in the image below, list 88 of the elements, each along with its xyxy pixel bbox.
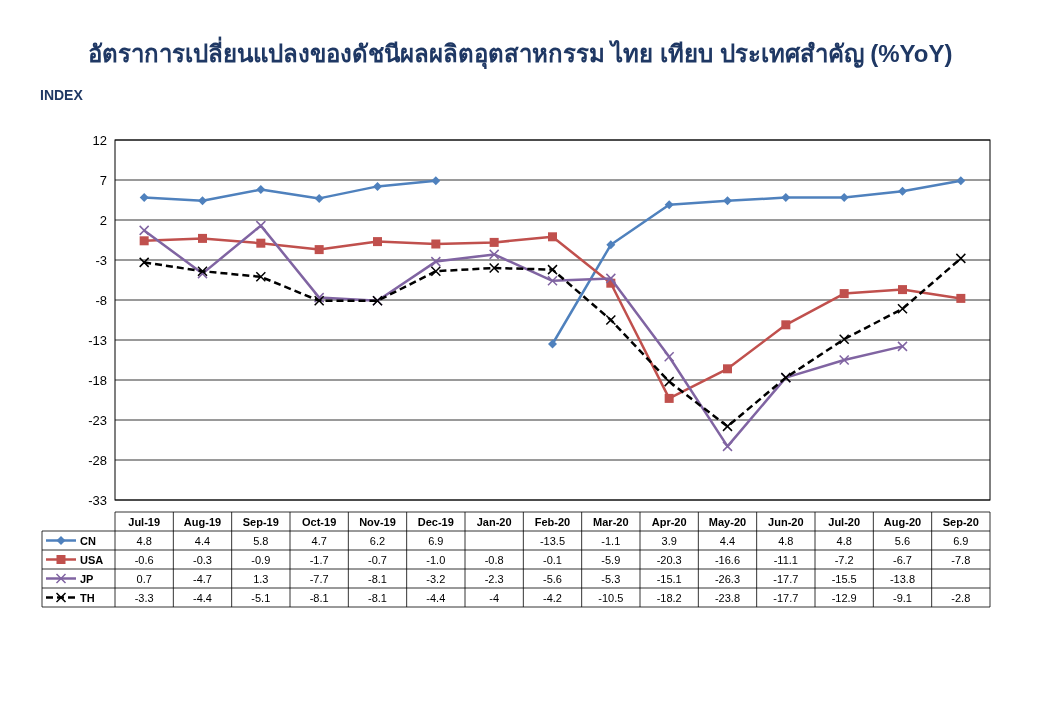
text: -8.1 [368,592,387,604]
x-tick-label: Jun-20 [768,516,804,528]
y-tick-label: -18 [88,373,107,388]
text: -0.8 [484,554,504,566]
text: -17.7 [773,573,799,585]
x-tick-label: Oct-19 [302,516,337,528]
text: -7.2 [834,554,854,566]
text: 5.6 [894,535,911,547]
text: 4.8 [778,535,794,547]
x-tick-label: Nov-19 [359,516,396,528]
text: -0.7 [368,554,387,566]
text: -13.5 [539,535,566,547]
text: -5.6 [543,573,562,585]
text: -4.4 [426,592,446,604]
text: -16.6 [714,554,741,566]
text: -2.8 [951,592,971,604]
y-tick-label: 12 [92,133,107,148]
text: -4.7 [193,573,212,585]
x-tick-label: Jul-19 [128,516,161,528]
text: 6.9 [428,535,444,547]
text: 6.2 [369,535,386,547]
text: 5.8 [253,535,269,547]
y-tick-label: -33 [88,493,107,508]
text: -0.3 [193,554,212,566]
legend-label: USA [80,554,104,566]
legend-label: JP [80,573,94,585]
y-tick-label: -23 [88,413,107,428]
x-tick-label: Sep-19 [242,516,279,528]
text: -0.9 [251,554,271,566]
text: -4.2 [543,592,562,604]
text: -15.5 [831,573,857,585]
text: -0.6 [134,554,154,566]
x-tick-label: Feb-20 [534,516,571,528]
text: -1.7 [309,554,329,566]
text: -5.9 [601,554,621,566]
x-tick-label: Mar-20 [593,516,629,528]
text: -3.3 [134,592,154,604]
legend-label: TH [80,592,95,604]
text: 1.3 [253,573,269,585]
text: 4.8 [136,535,152,547]
x-tick-label: Apr-20 [651,516,687,528]
legend-label: CN [80,535,96,547]
text: -10.5 [598,592,624,604]
text: -8.1 [368,573,387,585]
text: -3.2 [426,573,446,585]
text: 4.4 [194,535,211,547]
text: 4.7 [311,535,327,547]
text: -9.1 [893,592,912,604]
y-tick-label: -28 [88,453,107,468]
text: -17.7 [773,592,799,604]
text: -1.1 [601,535,621,547]
x-tick-label: Jan-20 [476,516,512,528]
text: -11.1 [773,554,798,566]
text: -5.3 [601,573,621,585]
text: -18.2 [656,592,682,604]
x-tick-label: May-20 [708,516,747,528]
x-tick-label: Sep-20 [942,516,979,528]
text: -1.0 [426,554,446,566]
text: -13.8 [889,573,916,585]
text: -4 [489,592,500,604]
text: -8.1 [309,592,329,604]
text: -23.8 [714,592,741,604]
x-tick-label: Dec-19 [417,516,454,528]
text: -15.1 [656,573,682,585]
text: -2.3 [484,573,504,585]
text: 4.4 [719,535,736,547]
y-tick-label: -3 [95,253,107,268]
y-tick-label: 2 [99,213,107,228]
text: -12.9 [831,592,857,604]
text: 4.8 [836,535,852,547]
text: -7.7 [309,573,329,585]
text: -20.3 [656,554,682,566]
y-tick-label: -13 [88,333,107,348]
text: -0.1 [543,554,562,566]
text: 3.9 [661,535,677,547]
text: -4.4 [193,592,212,604]
text: -26.3 [714,573,741,585]
y-tick-label: 7 [99,173,107,188]
x-tick-label: Aug-20 [883,516,922,528]
text: 0.7 [136,573,152,585]
x-tick-label: Jul-20 [828,516,861,528]
x-tick-label: Aug-19 [183,516,222,528]
text: 6.9 [953,535,969,547]
text: -6.7 [893,554,912,566]
text: -5.1 [251,592,271,604]
ylabel: INDEX [40,87,83,103]
text: -7.8 [951,554,971,566]
y-tick-label: -8 [95,293,107,308]
